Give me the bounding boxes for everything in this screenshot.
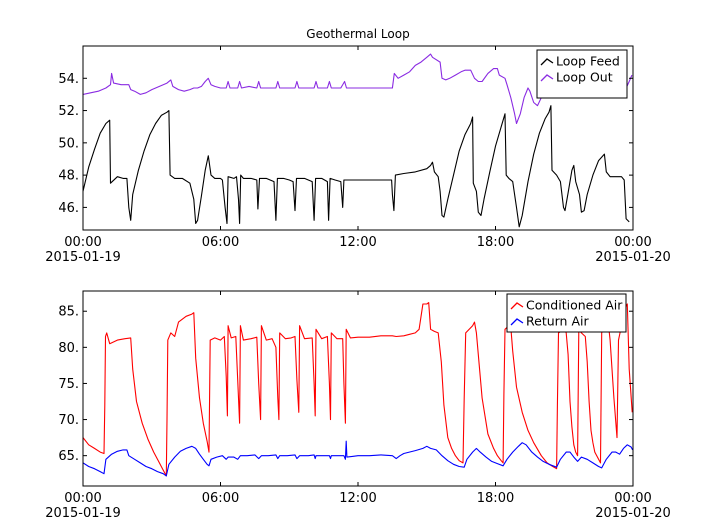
- legend-label: Loop Out: [556, 70, 613, 85]
- x-tick-label: 18:00: [477, 235, 514, 250]
- series-group: [83, 302, 633, 477]
- legend-swatch: [540, 74, 554, 82]
- y-tick-label: 70.: [58, 413, 79, 428]
- bottom-chart: 65. 70. 75. 80. 85. 00:00 2015-01-19 06:00 12:00…: [45, 290, 671, 521]
- x-tick-label: 00:00 2015-01-19: [45, 491, 121, 521]
- x-tick-label: 00:00 2015-01-20: [595, 235, 671, 265]
- legend-box: [506, 293, 627, 333]
- y-tick-label: 54.: [58, 72, 79, 87]
- y-tick-label: 48.: [58, 169, 79, 184]
- legend-swatch: [510, 318, 524, 326]
- y-tick-label: 85.: [58, 305, 79, 320]
- chart-title: Geothermal Loop: [306, 27, 409, 41]
- x-tick-label: 06:00: [202, 491, 239, 506]
- legend-swatch: [540, 58, 554, 66]
- top-chart: Geothermal Loop 46. 48. 50. 52. 54. 00:00 2015-…: [45, 27, 671, 265]
- legend-label: Conditioned Air: [526, 298, 623, 313]
- x-tick-label: 12:00: [339, 235, 376, 250]
- x-tick-label: 00:00 2015-01-19: [45, 235, 121, 265]
- y-tick-label: 80.: [58, 341, 79, 356]
- series-line-loop-out: [83, 53, 633, 125]
- legend-box: [536, 49, 628, 99]
- x-tick-label: 06:00: [202, 235, 239, 250]
- legend-label: Return Air: [526, 314, 589, 329]
- y-tick-label: 52.: [58, 104, 79, 119]
- legend-swatch: [510, 302, 524, 310]
- series-line-return-air: [83, 440, 633, 477]
- y-tick-label: 46.: [58, 201, 79, 216]
- y-tick-label: 50.: [58, 136, 79, 151]
- series-line-loop-feed: [83, 105, 630, 228]
- series-group: [83, 53, 633, 228]
- y-tick-label: 65.: [58, 449, 79, 464]
- legend-label: Loop Feed: [556, 54, 620, 69]
- y-tick-label: 75.: [58, 377, 79, 392]
- x-tick-label: 00:00 2015-01-20: [595, 491, 671, 521]
- x-tick-label: 18:00: [477, 491, 514, 506]
- series-line-conditioned-air: [83, 302, 633, 477]
- x-tick-label: 12:00: [339, 491, 376, 506]
